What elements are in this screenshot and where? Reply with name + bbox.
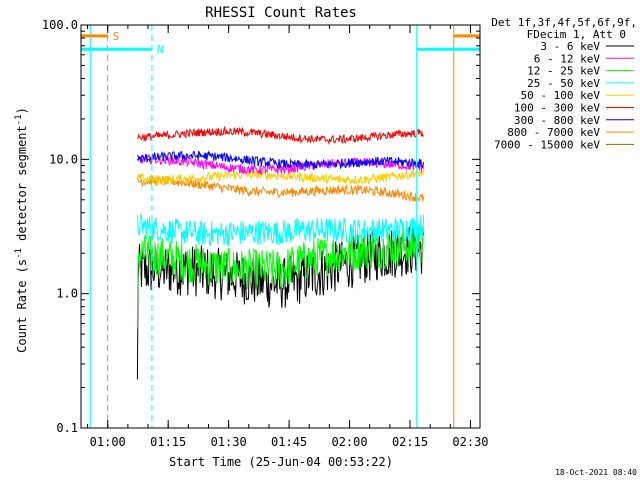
y-axis-label-sup2: -1 xyxy=(14,114,24,125)
legend: Det 1f,3f,4f,5f,6f,9f, FDecim 1, Att 0 3… xyxy=(491,16,637,151)
x-tick-label: 01:15 xyxy=(150,435,186,449)
legend-label: 3 - 6 keV xyxy=(540,40,600,53)
plot-area xyxy=(136,125,425,380)
series-line-25-50keV xyxy=(136,214,425,247)
x-tick-label: 02:15 xyxy=(392,435,428,449)
x-tick-label: 01:30 xyxy=(211,435,247,449)
x-tick-label: 02:00 xyxy=(331,435,367,449)
y-tick-label: 0.1 xyxy=(56,421,78,435)
legend-header-line-1: Det 1f,3f,4f,5f,6f,9f, xyxy=(491,16,637,29)
attenuator-flags: SN xyxy=(81,30,480,56)
y-tick-label: 100.0 xyxy=(42,18,78,32)
y-tick-label: 1.0 xyxy=(56,287,78,301)
y-axis-label-end: ) xyxy=(15,107,29,114)
series-line-6-12keV xyxy=(136,153,425,175)
y-axis-label-main: Count Rate (s xyxy=(15,259,29,353)
y-axis-label-sup1: -1 xyxy=(14,248,24,259)
y-axis-label-mid: detector segment xyxy=(15,125,29,248)
series-line-100-300keV xyxy=(136,125,424,146)
series-line-3-6keV xyxy=(136,225,425,380)
series-line-12-25keV xyxy=(136,225,425,329)
x-axis-label: Start Time (25-Jun-04 00:53:22) xyxy=(169,455,393,469)
y-axis-label: Count Rate (s-1 detector segment-1) xyxy=(14,107,29,353)
legend-label: 100 - 300 keV xyxy=(514,102,600,115)
series-line-50-100keV xyxy=(136,167,425,186)
legend-label: 25 - 50 keV xyxy=(527,77,600,90)
x-tick-label: 01:45 xyxy=(271,435,307,449)
plot-frame xyxy=(80,24,481,429)
legend-header-line-2: FDecim 1, Att 0 xyxy=(527,28,626,41)
flag-label-S: S xyxy=(113,30,120,43)
flag-label-N: N xyxy=(157,43,164,56)
legend-label: 800 - 7000 keV xyxy=(507,126,600,139)
chart-title: RHESSI Count Rates xyxy=(205,5,357,21)
legend-label: 300 - 800 keV xyxy=(514,114,600,127)
footer-timestamp: 18-Oct-2021 08:40 xyxy=(555,468,637,477)
x-axis: 01:00 01:15 01:30 01:45 02:00 02:15 02:30 xyxy=(87,25,489,449)
x-tick-label: 01:00 xyxy=(90,435,126,449)
legend-label: 7000 - 15000 keV xyxy=(494,138,600,151)
legend-label: 12 - 25 keV xyxy=(527,65,600,78)
x-tick-label: 02:30 xyxy=(452,435,488,449)
series-line-800-7000keV xyxy=(136,174,425,203)
legend-label: 6 - 12 keV xyxy=(534,52,601,65)
legend-label: 50 - 100 keV xyxy=(521,89,601,102)
y-axis: 0.1 1.0 10.0 100.0 xyxy=(42,18,480,435)
y-tick-label: 10.0 xyxy=(49,152,78,166)
marker-lines xyxy=(89,25,455,428)
series-line-300-800keV xyxy=(136,150,425,170)
